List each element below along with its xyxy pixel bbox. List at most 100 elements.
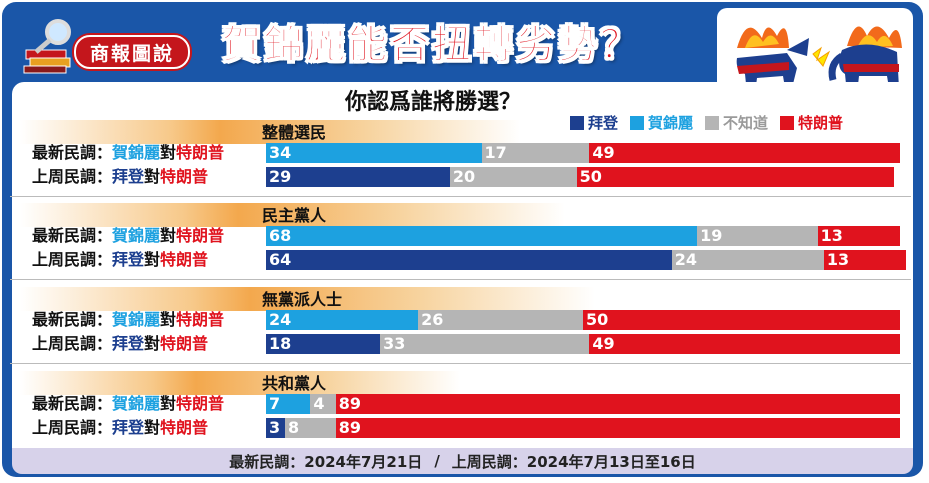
dem-segment: [266, 250, 672, 270]
row-label: 最新民調：賀錦麗對特朗普: [32, 394, 224, 414]
legend-item-biden: 拜登: [570, 112, 618, 133]
stacked-bar: 18 33 49: [266, 334, 900, 354]
footer: 最新民調：2024年7月21日 / 上周民調：2024年7月13日至16日: [12, 448, 913, 474]
dem-segment-value: 64: [269, 250, 292, 269]
trump-name: 特朗普: [160, 418, 209, 437]
legend-swatch-biden: [570, 115, 584, 130]
trump-segment-value: 89: [338, 418, 361, 437]
row-label: 上周民調：拜登對特朗普: [32, 418, 208, 438]
dem-candidate-name: 賀錦麗: [112, 310, 161, 329]
footer-last-week-date: 上周民調：2024年7月13日至16日: [451, 452, 696, 471]
legend-label-unknown: 不知道: [723, 114, 769, 132]
unknown-segment-value: 20: [452, 167, 476, 186]
poll-prefix: 上周民調：: [32, 418, 113, 437]
unknown-segment-value: 24: [674, 250, 698, 269]
trump-name: 特朗普: [160, 167, 209, 186]
stacked-bar: 68 19 13: [266, 226, 900, 246]
section-header-bg: [20, 203, 565, 227]
trump-segment: [335, 394, 900, 414]
unknown-segment-value: 19: [700, 226, 723, 245]
trump-name: 特朗普: [160, 250, 209, 269]
dem-segment-value: 29: [269, 167, 292, 186]
versus-word: 對: [144, 250, 161, 269]
stacked-bar: 34 17 49: [266, 143, 900, 163]
trump-segment: [823, 250, 907, 270]
brand-logo: 商報圖說: [74, 35, 190, 69]
dem-candidate-name: 賀錦麗: [112, 226, 161, 245]
section-header-bg: [20, 120, 520, 144]
group-divider: [10, 196, 911, 197]
dem-segment-value: 18: [269, 334, 292, 353]
section-label: 民主黨人: [262, 206, 327, 225]
dem-candidate-name: 拜登: [112, 418, 145, 437]
stacked-bar: 3 8 89: [266, 418, 900, 438]
footer-latest-date: 最新民調：2024年7月21日: [229, 452, 423, 471]
trump-segment-value: 49: [592, 334, 615, 353]
section-header-bg: [20, 371, 460, 395]
trump-segment-value: 49: [592, 143, 615, 162]
poll-prefix: 上周民調：: [32, 250, 113, 269]
versus-word: 對: [160, 394, 177, 413]
trump-name: 特朗普: [160, 334, 209, 353]
poll-prefix: 最新民調：: [32, 226, 113, 245]
trump-segment-value: 50: [586, 310, 609, 329]
legend: 拜登 賀錦麗 不知道 特朗普: [570, 112, 843, 133]
legend-swatch-trump: [780, 115, 795, 130]
magnifier-books-icon: [23, 19, 71, 74]
dem-segment-value: 24: [269, 310, 292, 329]
section-label: 整體選民: [262, 123, 327, 142]
row-label: 上周民調：拜登對特朗普: [32, 167, 208, 187]
unknown-segment-value: 17: [484, 143, 507, 162]
dem-segment-value: 3: [269, 418, 281, 437]
dem-segment-value: 7: [269, 394, 281, 413]
legend-label-harris: 賀錦麗: [648, 114, 694, 132]
unknown-segment: [697, 226, 818, 246]
trump-segment-value: 89: [338, 394, 361, 413]
trump-segment: [589, 143, 900, 163]
footer-separator: /: [434, 452, 440, 470]
dem-segment: [266, 394, 311, 414]
section-header-bg: [20, 287, 595, 311]
dem-segment: [266, 310, 419, 330]
legend-label-trump: 特朗普: [798, 114, 844, 132]
stacked-bar: 24 26 50: [266, 310, 900, 330]
unknown-segment: [481, 143, 590, 163]
unknown-segment: [671, 250, 824, 270]
unknown-segment-value: 26: [421, 310, 444, 329]
poll-prefix: 最新民調：: [32, 310, 113, 329]
stacked-bar: 7 4 89: [266, 394, 900, 414]
trump-segment-value: 50: [579, 167, 602, 186]
poll-prefix: 最新民調：: [32, 143, 113, 162]
trump-name: 特朗普: [176, 394, 225, 413]
dem-segment-value: 34: [269, 143, 292, 162]
dem-candidate-name: 拜登: [112, 334, 145, 353]
row-label: 最新民調：賀錦麗對特朗普: [32, 310, 224, 330]
versus-word: 對: [160, 143, 177, 162]
group-divider: [10, 279, 911, 280]
trump-segment: [576, 167, 894, 187]
legend-item-trump: 特朗普: [780, 112, 843, 133]
unknown-segment: [285, 418, 336, 438]
dem-candidate-name: 拜登: [112, 250, 145, 269]
unknown-segment: [380, 334, 590, 354]
versus-word: 對: [144, 167, 161, 186]
dem-segment: [266, 334, 381, 354]
dem-segment: [266, 418, 286, 438]
trump-segment-value: 13: [820, 226, 843, 245]
dem-candidate-name: 拜登: [112, 167, 145, 186]
unknown-segment-value: 8: [288, 418, 300, 437]
trump-segment-value: 13: [826, 250, 850, 269]
legend-swatch-harris: [630, 115, 645, 130]
dem-segment: [266, 226, 698, 246]
stacked-bar: 29 20 50: [266, 167, 900, 187]
trump-name: 特朗普: [176, 310, 225, 329]
versus-word: 對: [160, 310, 177, 329]
dem-segment: [266, 167, 450, 187]
unknown-segment-value: 33: [383, 334, 406, 353]
trump-name: 特朗普: [176, 226, 225, 245]
stacked-bar: 64 24 13: [266, 250, 907, 270]
unknown-segment: [418, 310, 583, 330]
trump-name: 特朗普: [176, 143, 225, 162]
poll-prefix: 上周民調：: [32, 167, 113, 186]
row-label: 最新民調：賀錦麗對特朗普: [32, 226, 224, 246]
